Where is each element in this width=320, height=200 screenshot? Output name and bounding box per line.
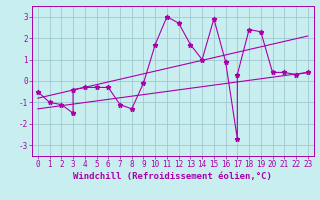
- X-axis label: Windchill (Refroidissement éolien,°C): Windchill (Refroidissement éolien,°C): [73, 172, 272, 181]
